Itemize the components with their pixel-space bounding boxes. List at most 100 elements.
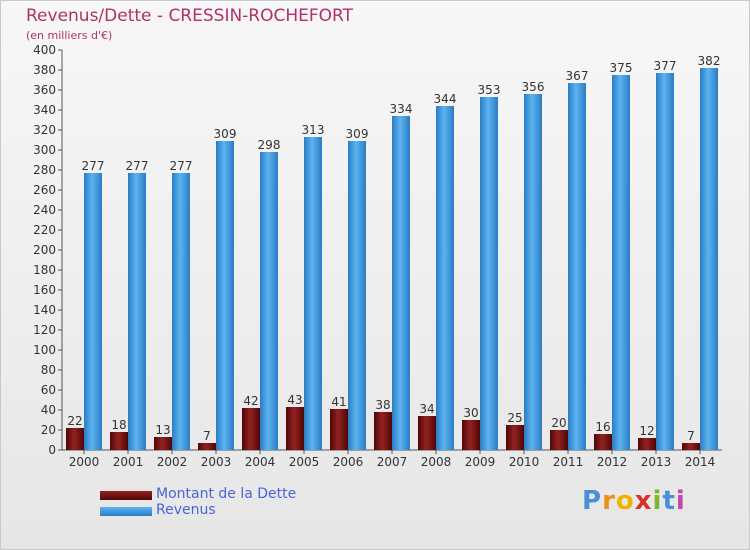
data-label-debt-2004: 42 [243,394,258,408]
data-label-debt-2012: 16 [595,420,610,434]
legend-label-revenue: Revenus [156,502,216,518]
x-tick-label: 2013 [641,455,672,469]
data-label-debt-2005: 43 [287,393,302,407]
legend-swatch-debt [100,491,152,500]
data-label-debt-2009: 30 [463,406,478,420]
y-tick-label: 220 [33,223,56,237]
data-label-debt-2010: 25 [507,411,522,425]
data-label-revenue-2007: 334 [390,102,413,116]
bar-revenue-2002 [172,173,190,450]
legend-label-debt: Montant de la Dette [156,486,297,502]
x-tick-label: 2002 [157,455,188,469]
y-tick-label: 300 [33,143,56,157]
chart-title: Revenus/Dette - CRESSIN-ROCHEFORT [26,6,354,26]
bar-revenue-2012 [612,75,630,450]
data-label-debt-2011: 20 [551,416,566,430]
y-tick-label: 180 [33,263,56,277]
bar-debt-2006 [330,409,348,450]
bar-revenue-2011 [568,83,586,450]
x-tick-label: 2007 [377,455,408,469]
y-tick-label: 340 [33,103,56,117]
bar-debt-2012 [594,434,612,450]
axes: 0204060801001201401601802002202402602803… [33,43,722,469]
bar-revenue-2001 [128,173,146,450]
bar-debt-2013 [638,438,656,450]
y-tick-label: 320 [33,123,56,137]
data-label-debt-2000: 22 [67,414,82,428]
bar-revenue-2014 [700,68,718,450]
bar-debt-2004 [242,408,260,450]
data-labels: 22 277 18 277 13 277 7 309 42 298 43 313 41 309 38 334 3… [67,54,720,443]
y-tick-label: 280 [33,163,56,177]
y-tick-label: 200 [33,243,56,257]
data-label-debt-2003: 7 [203,429,211,443]
data-label-debt-2008: 34 [419,402,434,416]
y-tick-label: 140 [33,303,56,317]
y-tick-label: 160 [33,283,56,297]
x-tick-label: 2010 [509,455,540,469]
bar-debt-2003 [198,443,216,450]
bar-debt-2008 [418,416,436,450]
y-tick-label: 400 [33,43,56,57]
bar-debt-2014 [682,443,700,450]
x-tick-label: 2011 [553,455,584,469]
data-label-debt-2002: 13 [155,423,170,437]
y-tick-label: 80 [41,363,56,377]
x-tick-label: 2012 [597,455,628,469]
bar-debt-2011 [550,430,568,450]
data-label-debt-2007: 38 [375,398,390,412]
legend-swatch-revenue [100,507,152,516]
y-tick-label: 100 [33,343,56,357]
proxiti-logo: Proxiti [582,486,686,516]
y-tick-label: 380 [33,63,56,77]
data-label-revenue-2004: 298 [258,138,281,152]
data-label-revenue-2008: 344 [434,92,457,106]
data-label-revenue-2001: 277 [126,159,149,173]
y-tick-label: 260 [33,183,56,197]
bar-debt-2007 [374,412,392,450]
bar-revenue-2009 [480,97,498,450]
bars [66,68,718,450]
data-label-revenue-2011: 367 [566,69,589,83]
bar-debt-2002 [154,437,172,450]
y-tick-label: 360 [33,83,56,97]
bar-revenue-2005 [304,137,322,450]
x-tick-label: 2001 [113,455,144,469]
bar-revenue-2000 [84,173,102,450]
data-label-revenue-2009: 353 [478,83,501,97]
data-label-revenue-2012: 375 [610,61,633,75]
data-label-debt-2014: 7 [687,429,695,443]
bar-revenue-2007 [392,116,410,450]
bar-revenue-2006 [348,141,366,450]
bar-debt-2001 [110,432,128,450]
bar-debt-2000 [66,428,84,450]
data-label-revenue-2013: 377 [654,59,677,73]
x-tick-label: 2000 [69,455,100,469]
y-tick-label: 60 [41,383,56,397]
bar-debt-2005 [286,407,304,450]
data-label-debt-2006: 41 [331,395,346,409]
bar-debt-2009 [462,420,480,450]
chart-subtitle: (en milliers d'€) [26,29,113,42]
y-tick-label: 120 [33,323,56,337]
x-tick-label: 2003 [201,455,232,469]
y-tick-label: 40 [41,403,56,417]
data-label-revenue-2003: 309 [214,127,237,141]
x-tick-label: 2004 [245,455,276,469]
data-label-revenue-2010: 356 [522,80,545,94]
x-tick-label: 2008 [421,455,452,469]
bar-revenue-2013 [656,73,674,450]
bar-revenue-2008 [436,106,454,450]
bar-revenue-2003 [216,141,234,450]
y-tick-label: 20 [41,423,56,437]
y-tick-label: 240 [33,203,56,217]
data-label-revenue-2002: 277 [170,159,193,173]
data-label-debt-2001: 18 [111,418,126,432]
data-label-revenue-2000: 277 [82,159,105,173]
y-tick-label: 0 [48,443,56,457]
data-label-revenue-2006: 309 [346,127,369,141]
data-label-debt-2013: 12 [639,424,654,438]
bar-revenue-2004 [260,152,278,450]
data-label-revenue-2005: 313 [302,123,325,137]
